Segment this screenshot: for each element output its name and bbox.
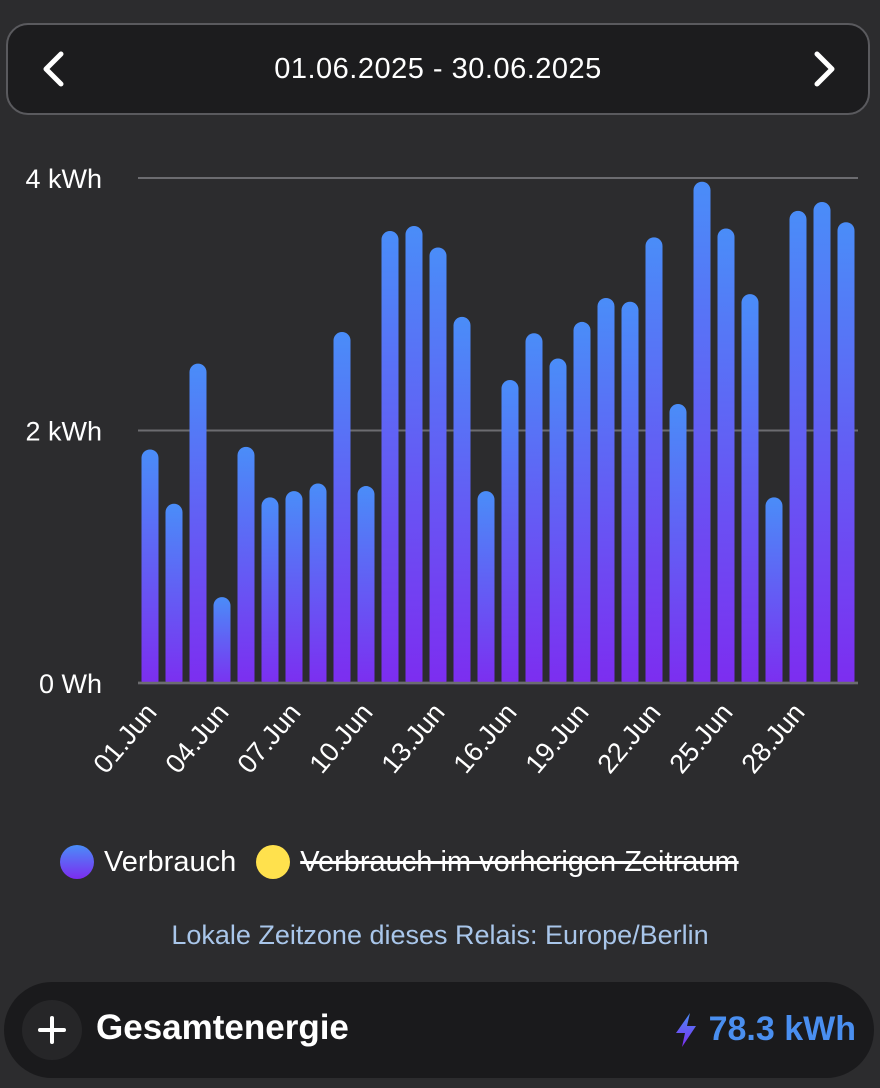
legend-label-previous-period: Verbrauch im vorherigen Zeitraum — [300, 845, 739, 878]
x-tick-label: 07.Jun — [231, 698, 306, 779]
x-tick-label: 22.Jun — [591, 698, 666, 779]
bar-08.Jun[interactable] — [309, 483, 327, 689]
x-tick-label: 13.Jun — [375, 698, 450, 779]
legend-label-verbrauch: Verbrauch — [104, 845, 237, 878]
lightning-bolt-icon — [675, 1012, 696, 1047]
bar-22.Jun[interactable] — [645, 237, 663, 689]
total-energy-title: Gesamtenergie — [96, 1008, 349, 1047]
bar-26.Jun[interactable] — [741, 294, 759, 689]
bar-24.Jun[interactable] — [693, 181, 711, 689]
legend-item-verbrauch[interactable]: Verbrauch — [60, 845, 236, 879]
x-tick-label: 19.Jun — [519, 698, 594, 779]
legend-swatch-previous-period — [256, 845, 291, 879]
bar-25.Jun[interactable] — [717, 228, 735, 690]
bar-27.Jun[interactable] — [765, 497, 783, 689]
x-tick-label: 04.Jun — [159, 698, 234, 779]
bar-16.Jun[interactable] — [501, 380, 519, 689]
y-tick-label: 2 kWh — [25, 417, 102, 447]
x-tick-label: 16.Jun — [447, 698, 522, 779]
bar-10.Jun[interactable] — [357, 486, 375, 689]
y-tick-label: 0 Wh — [39, 669, 102, 699]
bar-05.Jun[interactable] — [237, 446, 255, 689]
bar-21.Jun[interactable] — [621, 301, 639, 689]
bar-20.Jun[interactable] — [597, 297, 615, 689]
bar-12.Jun[interactable] — [405, 225, 423, 689]
baseline-mask — [138, 684, 858, 693]
expand-button[interactable] — [22, 1000, 82, 1060]
chevron-right-icon — [814, 51, 835, 87]
date-range-label[interactable]: 01.06.2025 - 30.06.2025 — [274, 53, 602, 85]
x-tick-label: 25.Jun — [663, 698, 738, 779]
bar-14.Jun[interactable] — [453, 316, 471, 689]
timezone-info: Lokale Zeitzone dieses Relais: Europe/Be… — [171, 920, 709, 950]
date-range-selector: 01.06.2025 - 30.06.2025 — [6, 23, 870, 115]
legend-item-previous-period[interactable]: Verbrauch im vorherigen Zeitraum — [256, 845, 739, 879]
bar-17.Jun[interactable] — [525, 333, 543, 689]
bar-18.Jun[interactable] — [549, 358, 567, 689]
bar-01.Jun[interactable] — [141, 449, 159, 689]
bar-11.Jun[interactable] — [381, 231, 399, 689]
bar-03.Jun[interactable] — [189, 363, 207, 689]
bar-23.Jun[interactable] — [669, 403, 687, 689]
plus-icon — [38, 1016, 66, 1044]
bar-13.Jun[interactable] — [429, 247, 447, 689]
chevron-left-icon — [43, 51, 64, 87]
x-tick-label: 01.Jun — [87, 698, 162, 779]
bar-09.Jun[interactable] — [333, 332, 351, 689]
bar-28.Jun[interactable] — [789, 210, 807, 689]
total-energy-bar[interactable]: Gesamtenergie 78.3 kWh — [4, 982, 874, 1078]
bar-30.Jun[interactable] — [837, 222, 855, 689]
bar-07.Jun[interactable] — [285, 491, 303, 689]
x-tick-label: 10.Jun — [303, 698, 378, 779]
chart-legend: Verbrauch Verbrauch im vorherigen Zeitra… — [60, 842, 759, 882]
x-tick-label: 28.Jun — [735, 698, 810, 779]
bar-02.Jun[interactable] — [165, 503, 183, 689]
bar-15.Jun[interactable] — [477, 491, 495, 689]
bar-06.Jun[interactable] — [261, 497, 279, 689]
previous-period-button[interactable] — [28, 43, 80, 95]
bar-29.Jun[interactable] — [813, 201, 831, 690]
bar-04.Jun[interactable] — [213, 597, 231, 689]
next-period-button[interactable] — [798, 43, 850, 95]
total-energy-value: 78.3 kWh — [708, 1010, 856, 1048]
legend-swatch-verbrauch — [60, 845, 94, 879]
bar-19.Jun[interactable] — [573, 321, 591, 689]
total-energy-value-group: 78.3 kWh — [673, 1010, 856, 1049]
y-tick-label: 4 kWh — [25, 164, 102, 194]
